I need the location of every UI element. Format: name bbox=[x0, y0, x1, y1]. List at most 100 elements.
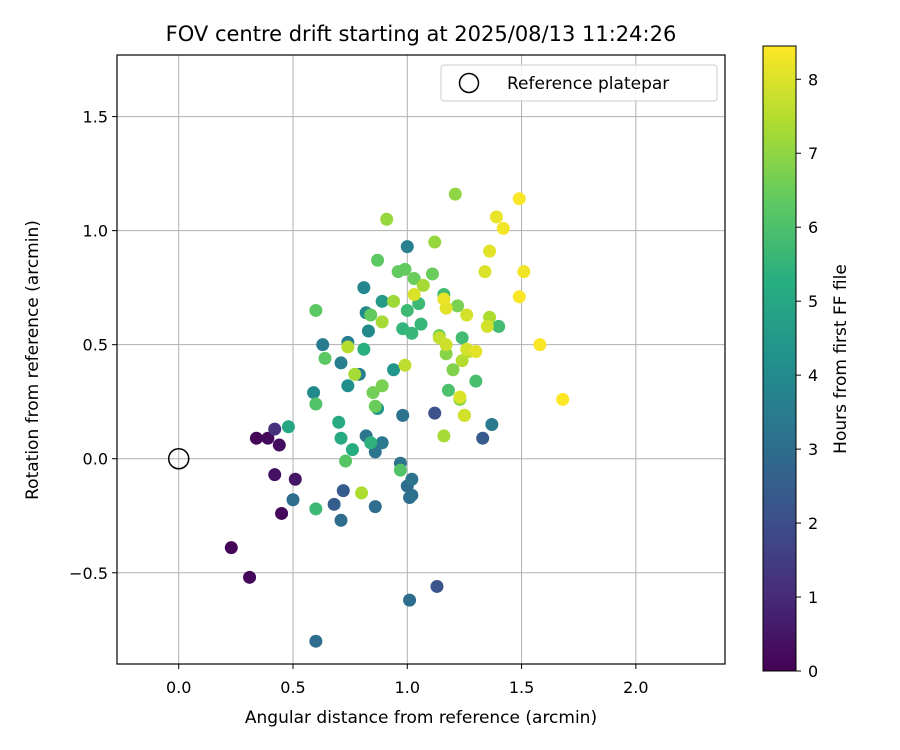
data-point bbox=[288, 472, 302, 486]
data-point bbox=[492, 319, 506, 333]
grid-lines bbox=[117, 55, 725, 664]
data-point bbox=[398, 262, 412, 276]
data-point bbox=[393, 463, 407, 477]
data-point bbox=[332, 415, 346, 429]
data-point bbox=[446, 363, 460, 377]
data-point bbox=[441, 383, 455, 397]
colorbar: 0 1 2 3 4 5 6 7 8 Hours from first FF file bbox=[762, 45, 851, 681]
data-point bbox=[428, 235, 442, 249]
data-point bbox=[341, 379, 355, 393]
plot-frame bbox=[116, 54, 726, 665]
data-point bbox=[224, 541, 238, 555]
data-point bbox=[334, 356, 348, 370]
data-point bbox=[455, 354, 469, 368]
data-point bbox=[368, 500, 382, 514]
data-point bbox=[275, 506, 289, 520]
data-point bbox=[348, 367, 362, 381]
data-point bbox=[400, 303, 414, 317]
data-point bbox=[405, 326, 419, 340]
data-point bbox=[387, 363, 401, 377]
data-point bbox=[512, 192, 526, 206]
data-point bbox=[400, 240, 414, 254]
colorbar-tick-label: 4 bbox=[808, 366, 818, 385]
reference-platepar-marker bbox=[167, 447, 190, 470]
colorbar-tick-label: 2 bbox=[808, 514, 818, 533]
data-point bbox=[375, 315, 389, 329]
data-point bbox=[437, 429, 451, 443]
data-point bbox=[334, 431, 348, 445]
data-point bbox=[439, 338, 453, 352]
data-point bbox=[316, 338, 330, 352]
colorbar-tick-label: 3 bbox=[808, 440, 818, 459]
legend-box bbox=[440, 64, 718, 102]
data-point bbox=[496, 221, 510, 235]
data-point bbox=[457, 408, 471, 422]
data-point bbox=[460, 308, 474, 322]
data-point bbox=[469, 345, 483, 359]
data-point bbox=[281, 420, 295, 434]
data-point bbox=[480, 319, 494, 333]
y-tick-label: −0.5 bbox=[69, 564, 108, 583]
data-point bbox=[243, 570, 257, 584]
data-point bbox=[425, 267, 439, 281]
data-point bbox=[364, 436, 378, 450]
data-point bbox=[375, 294, 389, 308]
x-tick-label: 0.5 bbox=[280, 678, 305, 697]
data-point bbox=[430, 579, 444, 593]
y-tick-label: 0.5 bbox=[83, 336, 108, 355]
data-point bbox=[361, 324, 375, 338]
colorbar-tick-label: 7 bbox=[808, 144, 818, 163]
x-tick-label: 2.0 bbox=[623, 678, 648, 697]
data-point bbox=[355, 486, 369, 500]
colorbar-tick-label: 6 bbox=[808, 218, 818, 237]
data-point bbox=[387, 294, 401, 308]
data-point bbox=[366, 386, 380, 400]
data-point bbox=[318, 351, 332, 365]
data-point bbox=[437, 292, 451, 306]
data-point bbox=[334, 513, 348, 527]
x-tick-label: 1.5 bbox=[509, 678, 534, 697]
data-point bbox=[512, 290, 526, 304]
data-point bbox=[309, 397, 323, 411]
x-tick-label: 1.0 bbox=[395, 678, 420, 697]
data-point bbox=[407, 287, 421, 301]
data-point bbox=[396, 408, 410, 422]
chart-title: FOV centre drift starting at 2025/08/13 … bbox=[166, 22, 677, 46]
data-point bbox=[371, 253, 385, 267]
data-point bbox=[405, 488, 419, 502]
colorbar-tick-label: 1 bbox=[808, 588, 818, 607]
data-point bbox=[455, 331, 469, 345]
data-point bbox=[309, 303, 323, 317]
data-point bbox=[451, 299, 465, 313]
data-point bbox=[533, 338, 547, 352]
data-point bbox=[439, 347, 453, 361]
data-point bbox=[489, 210, 503, 224]
y-axis-label: Rotation from reference (arcmin) bbox=[23, 220, 43, 500]
y-tick-label: 1.0 bbox=[83, 222, 108, 241]
colorbar-tick-label: 5 bbox=[808, 292, 818, 311]
data-point bbox=[469, 374, 483, 388]
data-point bbox=[403, 593, 417, 607]
data-point bbox=[249, 431, 263, 445]
data-point bbox=[517, 265, 531, 279]
data-point bbox=[272, 438, 286, 452]
data-point bbox=[414, 317, 428, 331]
data-point bbox=[398, 358, 412, 372]
data-point bbox=[407, 272, 421, 286]
colorbar-ticks: 0 1 2 3 4 5 6 7 8 bbox=[796, 70, 818, 681]
colorbar-tick-label: 0 bbox=[808, 662, 818, 681]
x-tick-label: 0.0 bbox=[166, 678, 191, 697]
colorbar-gradient bbox=[762, 45, 797, 672]
data-point bbox=[448, 187, 462, 201]
data-point bbox=[364, 308, 378, 322]
data-point bbox=[357, 342, 371, 356]
y-tick-label: 0.0 bbox=[83, 450, 108, 469]
x-axis-ticks: 0.0 0.5 1.0 1.5 2.0 bbox=[166, 664, 649, 697]
data-point bbox=[286, 493, 300, 507]
legend-marker bbox=[458, 72, 480, 94]
data-point bbox=[556, 392, 570, 406]
data-point bbox=[453, 390, 467, 404]
data-point bbox=[339, 454, 353, 468]
data-point bbox=[375, 379, 389, 393]
